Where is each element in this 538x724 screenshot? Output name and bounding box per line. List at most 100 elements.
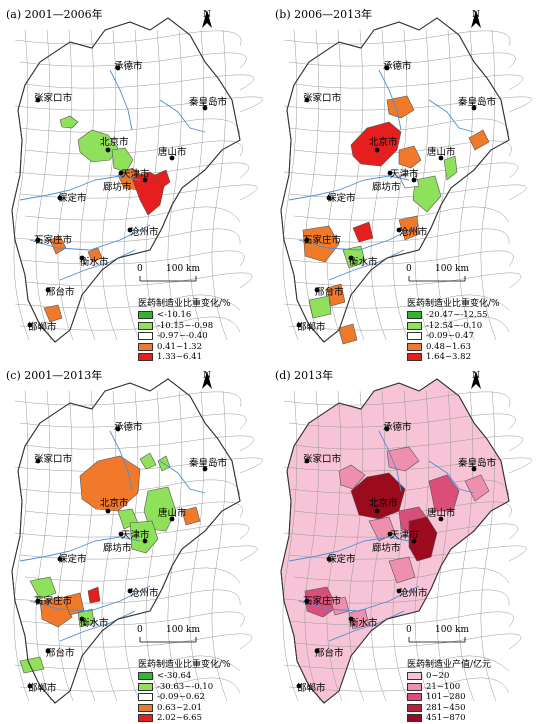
legend-item: -12.54~-0.10 bbox=[407, 321, 500, 332]
legend-title: 医药制造业比重变化/% bbox=[407, 299, 500, 309]
legend-label: -20.47~-12.55 bbox=[426, 310, 488, 321]
map-svg bbox=[280, 378, 532, 704]
city-label-langfang: 廊坊市 bbox=[372, 543, 401, 554]
city-label-tianjin: 天津市 bbox=[390, 530, 419, 541]
scale-bar bbox=[139, 276, 197, 282]
city-dot-chengde bbox=[384, 65, 390, 71]
region-7 bbox=[87, 247, 103, 263]
legend-item: -10.15~-0.98 bbox=[138, 321, 231, 332]
city-label-handan: 邯郸市 bbox=[297, 322, 326, 333]
city-dot-tianjin bbox=[142, 538, 148, 544]
legend-swatch bbox=[138, 342, 153, 351]
legend-label: -30.63~-0.10 bbox=[157, 681, 214, 692]
panel-title: (a) 2001—2006年 bbox=[6, 8, 103, 21]
river-1 bbox=[29, 585, 151, 612]
city-dot-chengde bbox=[384, 426, 390, 432]
panel-title: (c) 2001—2013年 bbox=[6, 369, 103, 382]
city-label-chengde: 承德市 bbox=[383, 61, 412, 72]
city-dot-shijiazhuang bbox=[35, 598, 41, 604]
legend-item: -0.97~-0.40 bbox=[138, 331, 231, 342]
region-5 bbox=[443, 155, 458, 181]
panel-title: (d) 2013年 bbox=[275, 369, 334, 382]
region-4 bbox=[131, 171, 166, 216]
legend-swatch bbox=[407, 682, 422, 691]
legend-item: 281~450 bbox=[407, 703, 491, 714]
city-label-shijiazhuang: 石家庄市 bbox=[303, 235, 342, 246]
panel-title: (b) 2006—2013年 bbox=[275, 8, 373, 21]
north-arrow-icon bbox=[471, 10, 481, 28]
legend-item: 101~280 bbox=[407, 692, 491, 703]
city-dot-beijing bbox=[105, 147, 111, 153]
region-9 bbox=[352, 221, 374, 243]
legend: 医药制造业比重变化/% <-10.16 -10.15~-0.98 -0.97~-0.4… bbox=[138, 296, 231, 363]
region-8 bbox=[39, 596, 73, 628]
legend-title: 医药制造业比重变化/% bbox=[138, 299, 231, 309]
city-dot-beijing bbox=[374, 147, 380, 153]
legend-label: -10.15~-0.98 bbox=[157, 320, 214, 331]
river-1 bbox=[298, 585, 420, 612]
city-dot-langfang bbox=[387, 531, 393, 537]
city-label-hengshui: 衡水市 bbox=[349, 618, 378, 629]
region-6 bbox=[468, 129, 490, 151]
legend-label: -0.09~0.62 bbox=[157, 692, 205, 703]
region-10 bbox=[87, 586, 101, 604]
river-1 bbox=[29, 224, 151, 251]
county-boundaries bbox=[282, 390, 532, 702]
legend-label: 1.33~6.41 bbox=[157, 352, 202, 363]
legend-item: <-30.64 bbox=[138, 671, 231, 682]
legend: 医药制造业比重变化/% <-30.64 -30.63~-0.10 -0.09~0.62… bbox=[138, 657, 231, 724]
legend-label: 1.64~3.82 bbox=[426, 352, 471, 363]
city-dot-hengshui bbox=[79, 255, 85, 261]
city-label-zhangjiakou: 张家口市 bbox=[34, 454, 73, 465]
city-dot-beijing bbox=[374, 508, 380, 514]
city-label-beijing: 北京市 bbox=[369, 137, 398, 148]
city-label-qinhuangdao: 秦皇岛市 bbox=[189, 458, 228, 469]
city-label-tangshan: 唐山市 bbox=[158, 508, 187, 519]
region-3 bbox=[412, 175, 442, 213]
region-0 bbox=[350, 472, 406, 520]
scale-label-distance: 100 km bbox=[166, 264, 201, 274]
legend-label: 101~280 bbox=[426, 692, 466, 703]
city-label-tianjin: 天津市 bbox=[390, 169, 419, 180]
city-dot-cangzhou bbox=[396, 227, 402, 233]
city-label-chengde: 承德市 bbox=[383, 422, 412, 433]
legend-swatch bbox=[138, 703, 153, 712]
city-dot-baoding bbox=[326, 195, 332, 201]
scale-bar bbox=[408, 637, 466, 643]
scale-label-zero: 0 bbox=[406, 625, 412, 635]
region-12 bbox=[308, 295, 332, 319]
city-dot-langfang bbox=[118, 531, 124, 537]
legend-label: 0.48~1.63 bbox=[426, 341, 471, 352]
city-label-chengde: 承德市 bbox=[114, 422, 143, 433]
city-dot-baoding bbox=[57, 556, 63, 562]
north-arrow: N bbox=[469, 10, 483, 28]
city-dot-cangzhou bbox=[127, 227, 133, 233]
city-label-xingtai: 邢台市 bbox=[46, 648, 75, 659]
legend-swatch bbox=[407, 332, 422, 341]
city-label-xingtai: 邢台市 bbox=[46, 287, 75, 298]
city-dot-cangzhou bbox=[396, 588, 402, 594]
city-label-tianjin: 天津市 bbox=[121, 530, 150, 541]
city-label-qinhuangdao: 秦皇岛市 bbox=[458, 97, 497, 108]
region-1 bbox=[59, 115, 79, 129]
city-dot-chengde bbox=[115, 426, 121, 432]
region-4 bbox=[143, 486, 177, 532]
legend-swatch bbox=[138, 714, 153, 723]
legend-item: <-10.16 bbox=[138, 310, 231, 321]
city-label-zhangjiakou: 张家口市 bbox=[34, 93, 73, 104]
legend-swatch bbox=[138, 332, 153, 341]
city-dot-hengshui bbox=[348, 616, 354, 622]
river-0 bbox=[19, 175, 141, 201]
region-8 bbox=[43, 304, 63, 323]
city-dot-langfang bbox=[118, 170, 124, 176]
region-1 bbox=[139, 452, 157, 470]
region-12 bbox=[19, 656, 45, 674]
scale-label-distance: 100 km bbox=[166, 625, 201, 635]
river-0 bbox=[288, 536, 410, 562]
legend-swatch bbox=[138, 693, 153, 702]
river-4 bbox=[378, 430, 402, 492]
city-dot-shijiazhuang bbox=[304, 598, 310, 604]
legend-label: 0~20 bbox=[426, 671, 450, 682]
